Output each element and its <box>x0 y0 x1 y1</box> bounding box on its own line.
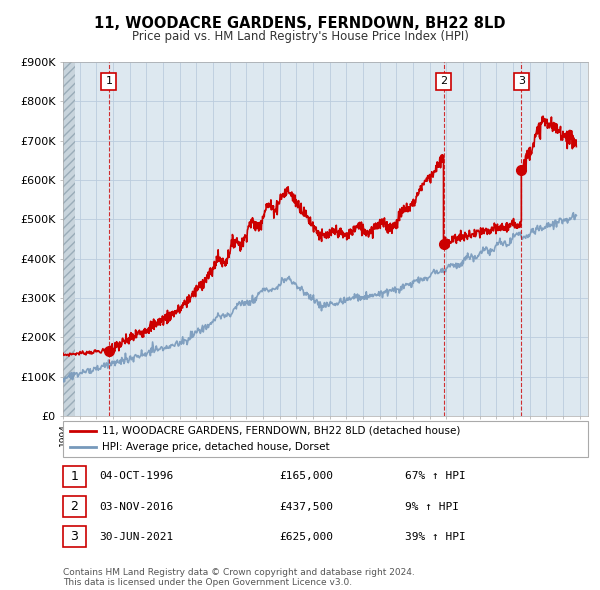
Text: 2: 2 <box>440 77 447 86</box>
Text: £625,000: £625,000 <box>279 532 333 542</box>
Text: HPI: Average price, detached house, Dorset: HPI: Average price, detached house, Dors… <box>102 442 329 453</box>
Text: 1: 1 <box>106 77 112 86</box>
Text: £165,000: £165,000 <box>279 471 333 481</box>
Text: This data is licensed under the Open Government Licence v3.0.: This data is licensed under the Open Gov… <box>63 578 352 587</box>
Text: Price paid vs. HM Land Registry's House Price Index (HPI): Price paid vs. HM Land Registry's House … <box>131 30 469 43</box>
Text: 1: 1 <box>70 470 79 483</box>
Text: 30-JUN-2021: 30-JUN-2021 <box>99 532 173 542</box>
Text: 11, WOODACRE GARDENS, FERNDOWN, BH22 8LD (detached house): 11, WOODACRE GARDENS, FERNDOWN, BH22 8LD… <box>102 425 460 435</box>
Text: 11, WOODACRE GARDENS, FERNDOWN, BH22 8LD: 11, WOODACRE GARDENS, FERNDOWN, BH22 8LD <box>94 16 506 31</box>
Text: 04-OCT-1996: 04-OCT-1996 <box>99 471 173 481</box>
Text: 39% ↑ HPI: 39% ↑ HPI <box>405 532 466 542</box>
Text: £437,500: £437,500 <box>279 502 333 512</box>
Text: 03-NOV-2016: 03-NOV-2016 <box>99 502 173 512</box>
Text: Contains HM Land Registry data © Crown copyright and database right 2024.: Contains HM Land Registry data © Crown c… <box>63 568 415 577</box>
Text: 3: 3 <box>70 530 79 543</box>
Bar <box>63 62 74 416</box>
Text: 3: 3 <box>518 77 525 86</box>
Text: 67% ↑ HPI: 67% ↑ HPI <box>405 471 466 481</box>
Text: 2: 2 <box>70 500 79 513</box>
Text: 9% ↑ HPI: 9% ↑ HPI <box>405 502 459 512</box>
